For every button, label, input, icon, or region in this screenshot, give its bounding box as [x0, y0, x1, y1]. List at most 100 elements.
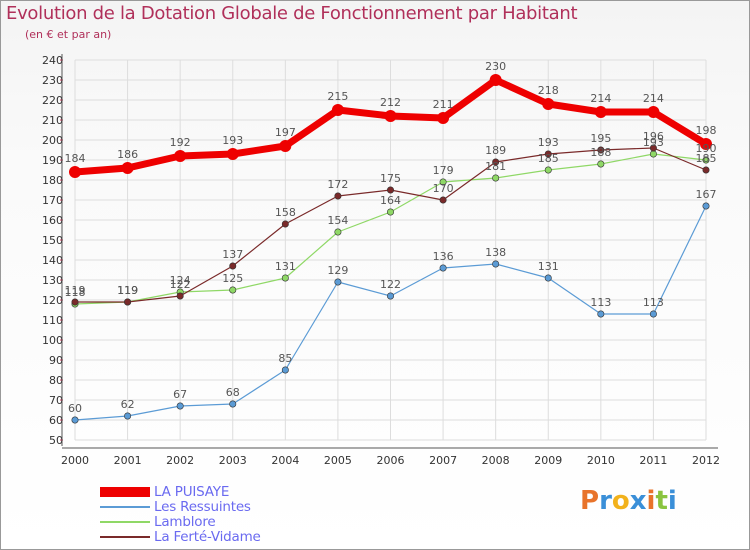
data-point: [492, 260, 500, 268]
data-label: 62: [121, 398, 135, 411]
data-point: [489, 74, 502, 86]
data-point: [542, 98, 555, 110]
x-tick-label: 2011: [639, 454, 667, 467]
legend-swatch: [100, 520, 150, 523]
x-tick-label: 2012: [692, 454, 720, 467]
legend-item-la-puisaye: LA PUISAYE: [100, 484, 261, 500]
data-point: [281, 366, 289, 374]
data-label: 212: [380, 96, 401, 109]
data-label: 215: [327, 90, 348, 103]
data-point: [544, 274, 552, 282]
data-label: 193: [222, 134, 243, 147]
y-tick-label: 240: [42, 54, 63, 67]
y-tick-label: 140: [42, 254, 63, 267]
data-point: [649, 150, 657, 158]
data-point: [700, 138, 712, 150]
data-point: [439, 196, 447, 204]
grid: [74, 59, 707, 441]
data-label: 198: [696, 124, 717, 137]
data-label: 129: [327, 264, 348, 277]
data-label: 119: [65, 284, 86, 297]
legend-swatch: [100, 505, 150, 508]
data-point: [437, 112, 450, 124]
data-label: 122: [380, 278, 401, 291]
logo-letter: t: [655, 486, 668, 516]
x-tick-label: 2005: [324, 454, 352, 467]
data-label: 185: [538, 152, 559, 165]
data-label: 189: [485, 144, 506, 157]
data-label: 230: [485, 60, 506, 73]
data-point: [492, 174, 500, 182]
x-tick-label: 2000: [61, 454, 89, 467]
data-point: [386, 186, 394, 194]
data-label: 137: [222, 248, 243, 261]
y-tick-label: 80: [49, 374, 63, 387]
data-label: 158: [275, 206, 296, 219]
data-point: [649, 310, 657, 318]
data-point: [331, 104, 344, 116]
y-tick-label: 120: [42, 294, 63, 307]
y-tick-label: 160: [42, 214, 63, 227]
data-point: [702, 156, 710, 164]
data-label: 67: [173, 388, 187, 401]
y-tick-label: 230: [42, 74, 63, 87]
data-point: [597, 310, 605, 318]
data-label: 85: [278, 352, 292, 365]
legend-swatch: [100, 535, 150, 538]
y-tick-label: 220: [42, 94, 63, 107]
y-tick-label: 210: [42, 114, 63, 127]
y-tick-label: 190: [42, 154, 63, 167]
chart-subtitle: (en € et par an): [25, 28, 112, 41]
data-point: [279, 140, 292, 152]
data-label: 175: [380, 172, 401, 185]
legend-item-lamblore: Lamblore: [100, 513, 261, 530]
data-point: [649, 144, 657, 152]
y-tick-label: 170: [42, 194, 63, 207]
x-tick-label: 2008: [482, 454, 510, 467]
data-label: 119: [117, 284, 138, 297]
data-point: [386, 292, 394, 300]
data-point: [597, 146, 605, 154]
data-point: [121, 162, 134, 174]
data-label: 214: [643, 92, 664, 105]
data-point: [176, 402, 184, 410]
data-point: [334, 192, 342, 200]
data-point: [597, 160, 605, 168]
data-point: [386, 208, 394, 216]
data-label: 186: [117, 148, 138, 161]
legend-item-les-ressuintes: Les Ressuintes: [100, 499, 261, 515]
y-tick-label: 50: [49, 434, 63, 447]
y-tick-label: 200: [42, 134, 63, 147]
data-point: [69, 166, 81, 178]
data-point: [334, 228, 342, 236]
data-label: 184: [65, 152, 86, 165]
y-tick-label: 150: [42, 234, 63, 247]
x-tick-label: 2002: [166, 454, 194, 467]
data-label: 190: [696, 142, 717, 155]
y-tick-label: 90: [49, 354, 63, 367]
data-point: [439, 264, 447, 272]
data-point: [174, 150, 187, 162]
data-label: 170: [433, 182, 454, 195]
data-point: [702, 166, 710, 174]
data-label: 136: [433, 250, 454, 263]
data-label: 125: [222, 272, 243, 285]
data-label: 181: [485, 160, 506, 173]
data-label: 131: [538, 260, 559, 273]
legend-swatch: [100, 486, 150, 497]
data-point: [544, 150, 552, 158]
data-point: [71, 416, 79, 424]
logo-letter: o: [611, 486, 630, 516]
data-label: 164: [380, 194, 401, 207]
data-point: [647, 106, 660, 118]
data-point: [544, 166, 552, 174]
y-tick-label: 100: [42, 334, 63, 347]
y-tick-label: 60: [49, 414, 63, 427]
logo-letter: P: [580, 486, 600, 516]
legend-label: Lamblore: [154, 513, 216, 530]
data-point: [334, 278, 342, 286]
axes: 50 60 70 80 90 100 110 120 130 140 150 160 170 180 190…: [42, 54, 720, 467]
legend: LA PUISAYE Les Ressuintes Lamblore La Fe…: [100, 484, 261, 545]
